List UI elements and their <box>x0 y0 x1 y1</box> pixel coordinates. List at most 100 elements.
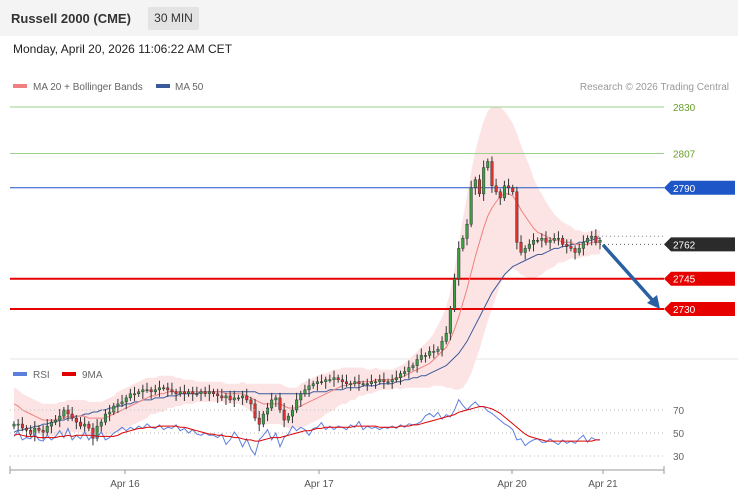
level-tag-2762 <box>664 237 735 252</box>
candle <box>66 409 70 415</box>
time-label-2: Apr 20 <box>497 479 527 490</box>
candle <box>290 409 294 417</box>
candle <box>561 238 565 245</box>
copyright-label: Research © 2026 Trading Central <box>580 82 729 93</box>
rsi-line <box>13 398 600 457</box>
candle <box>540 238 544 241</box>
time-label-1: Apr 17 <box>304 479 334 490</box>
candle <box>494 185 498 193</box>
candle <box>232 397 236 401</box>
candle <box>369 381 373 384</box>
level-label-2762: 2762 <box>673 240 696 251</box>
candle <box>361 383 365 385</box>
candle <box>519 242 523 253</box>
candle <box>124 397 128 403</box>
candle <box>590 236 594 239</box>
candle <box>532 240 536 245</box>
rsi-ma-legend-label: 9MA <box>82 370 103 381</box>
candle <box>436 349 440 352</box>
candle <box>598 240 602 243</box>
candle <box>498 191 502 199</box>
candle <box>382 379 386 382</box>
instrument-title: Russell 2000 (CME) <box>11 11 131 26</box>
candle <box>552 238 556 241</box>
candle <box>407 367 411 372</box>
ma20-legend-swatch <box>13 84 27 88</box>
candle <box>299 393 303 401</box>
rsi-legend-swatch <box>13 372 27 376</box>
candle <box>544 238 548 243</box>
candle <box>141 389 145 393</box>
rsi-tick-30: 30 <box>673 452 685 463</box>
candle <box>257 417 261 425</box>
candle <box>178 391 182 395</box>
candle <box>137 391 141 395</box>
candle <box>91 427 95 439</box>
candle <box>37 427 41 431</box>
levels <box>10 106 664 310</box>
candle <box>216 393 220 397</box>
candle <box>353 381 357 384</box>
candle <box>116 403 120 407</box>
candle <box>490 161 494 186</box>
candle <box>556 238 560 240</box>
candle <box>245 395 249 401</box>
candle <box>332 377 336 380</box>
candle <box>473 179 477 189</box>
rsi-tick-70: 70 <box>673 406 685 417</box>
candle <box>133 393 137 396</box>
candle <box>486 161 490 168</box>
candle <box>461 238 465 249</box>
candle <box>477 179 481 195</box>
candle <box>336 377 340 380</box>
rsi-panel: 70 50 30 <box>10 398 685 463</box>
candle <box>523 248 527 253</box>
candle <box>374 381 378 383</box>
candle <box>203 391 207 395</box>
candle <box>432 351 436 353</box>
candle <box>261 413 265 425</box>
candle <box>195 393 199 396</box>
candle <box>108 411 112 415</box>
candle <box>469 187 473 225</box>
candle <box>340 379 344 382</box>
candle <box>74 417 78 423</box>
candle <box>594 236 598 243</box>
rsi-ma-line <box>13 406 600 442</box>
candle <box>70 413 74 419</box>
candle <box>274 397 278 401</box>
candle <box>41 429 45 433</box>
candle <box>444 332 448 342</box>
candle <box>295 399 299 411</box>
candle <box>303 389 307 395</box>
candle <box>170 389 174 393</box>
candle <box>103 413 107 423</box>
candle <box>423 355 427 357</box>
candle <box>419 355 423 360</box>
candle <box>581 242 585 249</box>
candle <box>536 240 540 242</box>
candle <box>403 371 407 374</box>
ma50-legend-label: MA 50 <box>175 82 204 93</box>
candle <box>253 403 257 419</box>
candle <box>577 248 581 253</box>
time-label-3: Apr 21 <box>588 479 618 490</box>
chart-header: Russell 2000 (CME) 30 MIN <box>0 0 738 36</box>
candle <box>249 399 253 405</box>
candle <box>49 421 53 427</box>
timeframe-button[interactable]: 30 MIN <box>148 7 199 30</box>
level-label-2790: 2790 <box>673 184 696 195</box>
candle <box>128 393 132 399</box>
time-axis: Apr 16 Apr 17 Apr 20 Apr 21 <box>9 466 665 490</box>
candle <box>448 308 452 334</box>
candle <box>502 185 506 199</box>
candle <box>20 423 24 429</box>
candle <box>199 391 203 395</box>
candle <box>241 395 245 399</box>
candle <box>54 419 58 423</box>
candle <box>344 381 348 384</box>
candle <box>440 341 444 350</box>
candle <box>16 423 20 426</box>
candle <box>399 373 403 378</box>
moving-averages <box>13 193 600 433</box>
